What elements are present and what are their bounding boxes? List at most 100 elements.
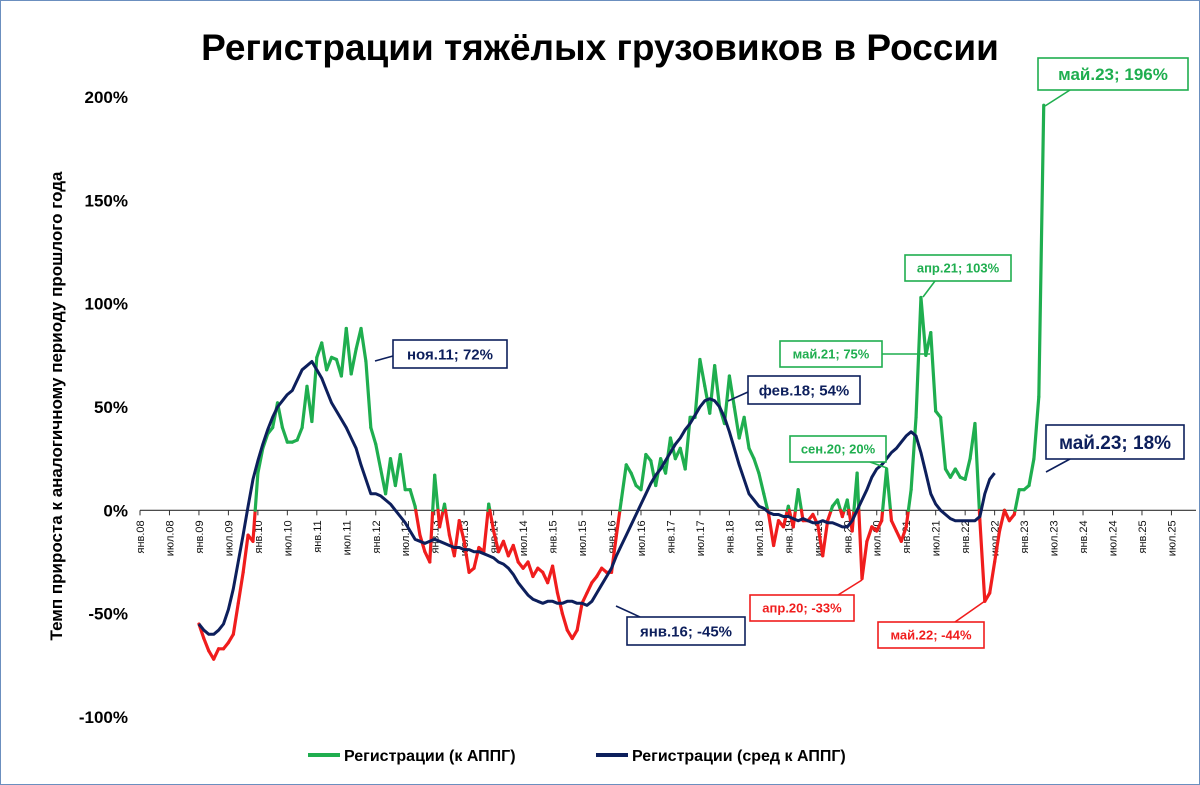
series-registrations-segment: [906, 488, 913, 512]
series-registrations-segment: [845, 498, 851, 512]
series-registrations-segment: [888, 508, 894, 523]
series-registrations-segment: [492, 529, 501, 554]
series-registrations-segment: [236, 570, 245, 605]
annotation-label: янв.16; -45%: [640, 623, 732, 640]
series-registrations-segment: [983, 591, 992, 603]
series-registrations-segment: [953, 467, 962, 479]
annotation-label: май.23; 196%: [1058, 65, 1168, 84]
series-registrations-segment: [708, 364, 717, 415]
series-registrations-segment: [835, 498, 843, 512]
series-registrations-segment: [914, 295, 923, 419]
series-registrations-segment: [300, 384, 309, 430]
y-tick-label: 50%: [94, 398, 128, 417]
annotation-callout: май.23; 196%: [1037, 57, 1189, 107]
series-layer: [197, 103, 1046, 661]
series-registrations-segment: [909, 415, 918, 492]
annotations-layer: май.23; 196% апр.21; 103% май.21; 75% сен.2…: [374, 57, 1189, 649]
annotation-box: [626, 616, 746, 646]
y-tick-label: -100%: [79, 708, 128, 727]
x-tick-label: янв.09: [194, 520, 206, 553]
series-registrations-segment: [963, 457, 972, 481]
series-registrations-segment: [369, 426, 378, 446]
series-registrations-segment: [526, 560, 535, 579]
series-registrations-segment: [821, 519, 830, 558]
y-tick-label: -50%: [88, 605, 128, 624]
x-tick-label: июл.21: [931, 520, 943, 556]
series-registrations-segment: [762, 492, 770, 512]
x-tick-label: июл.24: [1108, 520, 1120, 556]
series-registrations-segment: [295, 426, 304, 442]
series-registrations-segment: [212, 647, 221, 661]
series-registrations-segment: [614, 508, 622, 537]
annotation-leader: [374, 355, 394, 362]
series-registrations-segment: [433, 473, 440, 512]
x-tick-label: июл.25: [1166, 520, 1178, 556]
series-registrations-segment: [241, 533, 250, 574]
series-registrations-segment: [973, 421, 981, 512]
series-registrations-segment: [860, 539, 869, 581]
x-axis-ticks: янв.08 июл.08 янв.09 июл.09 янв.10 июл.10 янв.…: [135, 510, 1178, 556]
annotation-box: [779, 340, 883, 368]
x-tick-label: янв.22: [960, 520, 972, 553]
series-registrations-segment: [929, 331, 938, 413]
annotation-leader: [837, 579, 863, 596]
series-registrations-segment: [438, 508, 445, 529]
series-registrations-segment: [457, 519, 466, 543]
x-tick-label: июл.08: [164, 520, 176, 556]
series-registrations-segment: [978, 519, 987, 603]
series-registrations-segment: [251, 508, 257, 543]
series-registrations-segment: [771, 519, 781, 548]
series-registrations-segment: [428, 508, 435, 564]
series-registrations-segment: [1002, 508, 1011, 523]
series-registrations-segment: [349, 347, 358, 376]
x-tick-label: янв.11: [312, 520, 324, 552]
annotation-callout: ноя.11; 72%: [374, 339, 508, 369]
x-tick-label: янв.18: [724, 520, 736, 553]
x-tick-label: янв.17: [665, 520, 677, 553]
series-registrations-segment: [713, 364, 722, 409]
x-tick-label: июл.16: [636, 520, 648, 556]
x-tick-label: июл.15: [577, 520, 589, 556]
x-tick-label: июл.23: [1049, 520, 1061, 556]
series-registrations-segment: [624, 463, 633, 475]
series-registrations-segment: [865, 525, 874, 543]
annotation-leader: [869, 461, 888, 469]
annotation-leader: [1044, 89, 1071, 107]
series-registrations-segment: [619, 463, 628, 502]
series-registrations-segment: [202, 636, 211, 653]
series-registrations-segment: [899, 525, 908, 543]
series-registrations-segment: [767, 512, 776, 548]
series-registrations-segment: [993, 529, 1002, 564]
annotation-callout: янв.16; -45%: [615, 605, 746, 646]
series-registrations-segment: [781, 508, 789, 529]
annotation-label: апр.21; 103%: [917, 261, 1000, 276]
series-registrations-segment: [757, 471, 766, 496]
series-registrations-segment: [997, 508, 1007, 533]
y-tick-label: 200%: [85, 88, 128, 107]
chart-title: Регистрации тяжёлых грузовиков в России: [201, 27, 999, 68]
annotation-label: сен.20; 20%: [801, 442, 876, 457]
annotation-callout: май.23; 18%: [1045, 424, 1185, 473]
annotation-box: [1045, 424, 1185, 460]
series-registrations-segment: [339, 326, 348, 378]
x-tick-label: янв.08: [135, 520, 147, 553]
x-tick-label: янв.10: [253, 520, 265, 553]
y-axis-ticks: 200% 150% 100% 50% 0% -50% -100%: [79, 88, 128, 727]
legend-label-registrations-avg: Регистрации (сред к АППГ): [632, 748, 846, 765]
series-registrations-segment: [325, 355, 334, 372]
annotation-box: [1037, 57, 1189, 91]
x-tick-label: июл.18: [754, 520, 766, 556]
x-tick-label: янв.24: [1078, 520, 1090, 553]
x-tick-label: янв.23: [1019, 520, 1031, 553]
series-registrations-segment: [904, 508, 910, 529]
series-registrations-segment: [639, 452, 648, 492]
series-registrations-segment: [580, 591, 589, 605]
series-registrations-segment: [1027, 457, 1036, 488]
series-registrations-segment: [752, 457, 761, 475]
series-registrations-segment: [560, 612, 569, 632]
series-registrations-segment: [374, 442, 383, 471]
series-registrations-segment: [488, 508, 496, 533]
series-registrations-segment: [889, 519, 898, 533]
